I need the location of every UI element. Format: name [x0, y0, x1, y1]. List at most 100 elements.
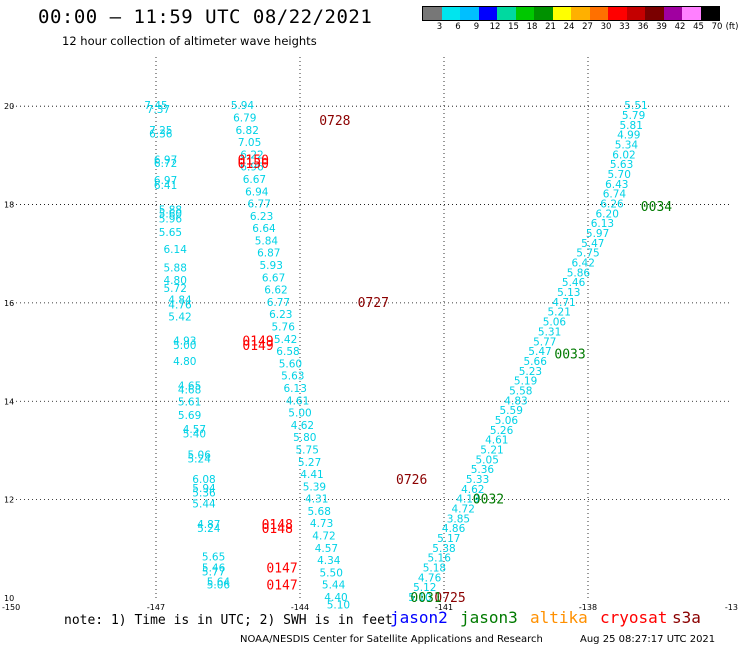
wave-height-value: 6.14 [164, 244, 188, 256]
pass-time-label: 0725 [434, 591, 465, 606]
wave-height-value: 6.20 [596, 208, 619, 220]
wave-height-value: 4.71 [552, 297, 575, 309]
wave-height-value: 6.64 [252, 223, 276, 235]
pass-time-label: 0147 [266, 579, 297, 594]
legend-label: 15 [508, 22, 519, 32]
wave-height-value: 5.86 [567, 267, 591, 279]
wave-height-value: 5.23 [519, 366, 542, 378]
wave-height-value: 6.26 [600, 199, 624, 211]
satellite-s3a: s3a [672, 608, 701, 627]
chart-subtitle: 12 hour collection of altimeter wave hei… [62, 34, 317, 48]
wave-height-value: 6.42 [572, 258, 595, 270]
wave-height-value: 4.41 [300, 469, 323, 481]
y-tick-label: 14 [4, 397, 14, 406]
legend-label: 12 [489, 22, 501, 32]
legend-label: 3 [436, 22, 443, 32]
wave-height-value: 4.40 [324, 592, 347, 604]
wave-height-value: 5.58 [509, 385, 532, 397]
legend-swatch [441, 7, 460, 20]
pass-time-label: 0148 [262, 518, 293, 533]
wave-height-value: 5.59 [500, 405, 523, 417]
wave-height-value: 4.87 [197, 519, 220, 531]
wave-height-value: 5.77 [533, 336, 556, 348]
wave-height-value: 6.87 [257, 248, 280, 260]
legend-label: 70 [711, 22, 723, 32]
wave-height-value: 5.24 [197, 523, 221, 535]
wave-height-value: 6.13 [284, 383, 307, 395]
legend-swatch [515, 7, 534, 20]
wave-height-value: 5.00 [288, 408, 311, 420]
wave-height-value: 5.94 [231, 100, 255, 112]
wave-height-value: 5.63 [610, 159, 633, 171]
legend-swatch [552, 7, 571, 20]
legend-label: 6 [455, 22, 461, 32]
wave-height-value: 5.60 [159, 208, 182, 220]
legend-label: 39 [656, 22, 667, 32]
wave-height-value: 5.42 [168, 312, 191, 324]
wave-height-value: 5.21 [480, 444, 503, 456]
wave-height-value: 4.31 [305, 494, 328, 506]
wave-height-value: 7.45 [144, 100, 167, 112]
wave-height-value: 4.99 [617, 130, 640, 142]
x-tick-label: -147 [147, 603, 165, 612]
wave-height-value: 5.44 [322, 580, 346, 592]
legend-label: 18 [526, 22, 538, 32]
wave-height-value: 4.86 [442, 523, 466, 535]
wave-height-value: 7.05 [238, 137, 261, 149]
wave-height-value: 5.24 [188, 453, 212, 465]
satellite-altika: altika [530, 608, 588, 627]
legend-swatch [626, 7, 645, 20]
y-tick-label: 18 [4, 201, 14, 210]
wave-height-value: 5.76 [272, 322, 296, 334]
wave-height-value: 5.79 [622, 110, 645, 122]
wave-height-value: 5.50 [320, 567, 343, 579]
pass-time-label: 0033 [554, 348, 585, 363]
generated-timestamp: Aug 25 08:27:17 UTC 2021 [580, 634, 716, 645]
wave-height-value: 5.19 [514, 376, 537, 388]
wave-height-value: 6.13 [591, 218, 614, 230]
wave-height-value: 6.22 [240, 149, 263, 161]
wave-height-value: 4.57 [183, 424, 206, 436]
wave-height-value: 5.33 [466, 474, 489, 486]
wave-height-value: 5.47 [528, 346, 551, 358]
satellite-jason3: jason3 [460, 608, 518, 627]
wave-height-value: 5.68 [308, 506, 331, 518]
wave-height-value: 4.73 [310, 518, 333, 530]
pass-time-label: 0150 [238, 157, 269, 172]
legend-swatch [663, 7, 682, 20]
wave-height-value: 5.06 [495, 415, 519, 427]
wave-height-value: 5.84 [255, 235, 279, 247]
wave-height-value: 6.94 [245, 186, 269, 198]
y-tick-label: 10 [4, 594, 14, 603]
wave-height-value: 6.77 [248, 199, 271, 211]
wave-height-value: 5.31 [538, 326, 561, 338]
wave-height-value: 6.02 [612, 149, 635, 161]
wave-height-value: 6.74 [603, 189, 627, 201]
wave-height-value: 3.85 [447, 513, 470, 525]
y-tick-label: 12 [4, 496, 14, 505]
pass-time-label: 0148 [262, 522, 293, 537]
legend-swatch [423, 7, 442, 20]
wave-height-value: 7.37 [147, 104, 170, 116]
wave-height-value: 6.97 [154, 154, 177, 166]
wave-height-value: 5.42 [274, 334, 297, 346]
legend-swatch [645, 7, 664, 20]
wave-height-value: 5.10 [408, 592, 431, 604]
y-tick-label: 16 [4, 299, 14, 308]
wave-height-value: 5.16 [428, 553, 452, 565]
wave-height-value: 5.46 [202, 562, 226, 574]
wave-height-value: 5.27 [298, 457, 321, 469]
legend-swatch [478, 7, 497, 20]
wave-height-value: 4.57 [315, 543, 338, 555]
wave-height-value: 6.23 [269, 309, 292, 321]
wave-height-value: 5.39 [303, 481, 326, 493]
wave-height-value: 4.19 [456, 494, 479, 506]
wave-height-value: 5.13 [557, 287, 580, 299]
wave-height-value: 5.93 [260, 260, 283, 272]
pass-time-label: 0031 [410, 591, 441, 606]
wave-height-value: 4.93 [173, 335, 196, 347]
legend-swatch [571, 7, 590, 20]
wave-height-value: 4.83 [504, 395, 527, 407]
wave-height-value: 5.88 [159, 204, 182, 216]
